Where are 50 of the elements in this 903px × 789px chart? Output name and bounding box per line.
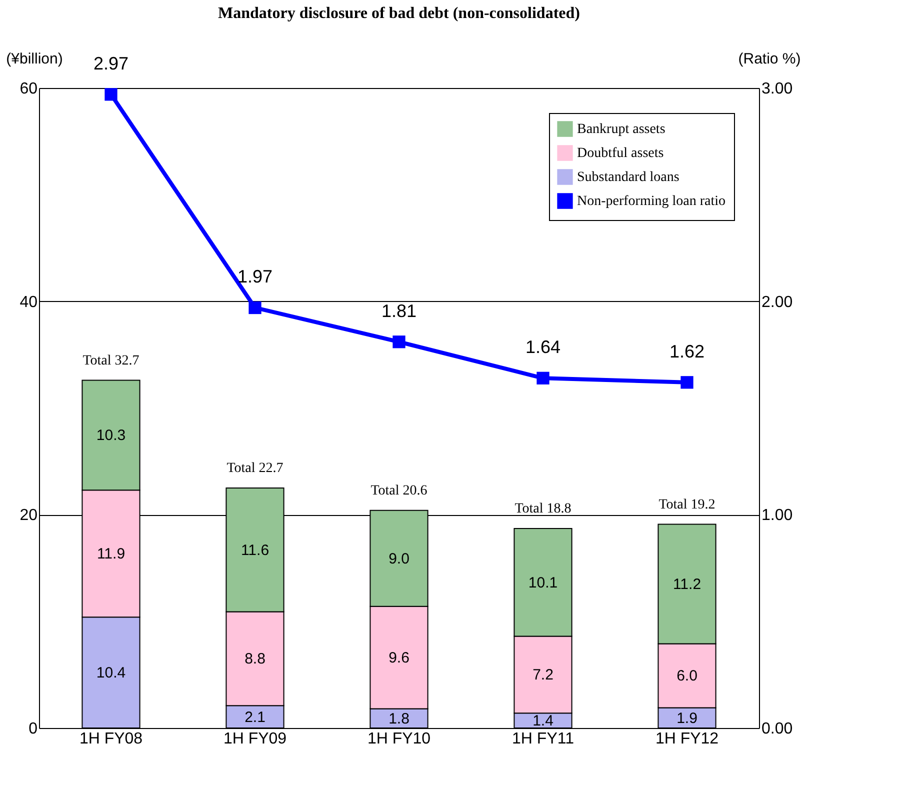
total-label: Total 22.7	[226, 461, 284, 476]
total-label: Total 32.7	[82, 353, 140, 368]
y-tick-label: 40	[20, 294, 38, 311]
data-label: 2.1	[244, 708, 266, 726]
data-label: 8.8	[244, 650, 266, 668]
legend-label: Doubtful assets	[577, 146, 664, 161]
data-label: 1.4	[532, 712, 554, 730]
data-label: 11.2	[672, 576, 702, 593]
y2-tick-label: 3.00	[762, 80, 793, 98]
legend-label: Bankrupt assets	[577, 122, 666, 137]
y-axis-title: (¥billion)	[6, 50, 63, 68]
chart-title: Mandatory disclosure of bad debt (non-consolidated)	[218, 5, 580, 22]
point	[680, 376, 694, 389]
x-tick-label: 1H FY10	[367, 730, 431, 748]
data-label: 1.62	[669, 341, 705, 362]
y2-tick-label: 2.00	[762, 294, 793, 311]
y-tick-label: 0	[28, 720, 38, 738]
data-label: 11.6	[240, 542, 270, 559]
data-label: 1.9	[676, 710, 698, 727]
data-label: 10.3	[96, 427, 126, 444]
y-tick-label: 20	[20, 507, 38, 524]
legend-label: Substandard loans	[577, 170, 680, 185]
data-label: 10.4	[96, 664, 126, 682]
y2-tick-label: 0.00	[762, 720, 793, 738]
data-label: 11.9	[96, 546, 126, 563]
total-label: Total 18.8	[514, 502, 572, 517]
total-label: Total 20.6	[370, 483, 428, 498]
y2-axis-title: (Ratio %)	[738, 50, 801, 68]
legend-label: Non-performing loan ratio	[577, 194, 726, 209]
x-tick-label: 1H FY09	[223, 730, 287, 748]
data-label: 1.8	[388, 710, 410, 728]
data-label: 1.64	[525, 337, 561, 358]
x-tick-label: 1H FY11	[512, 730, 574, 748]
data-label: 10.1	[528, 574, 558, 592]
data-label: 1.81	[381, 300, 417, 321]
data-label: 9.6	[388, 650, 410, 667]
y2-tick-label: 1.00	[762, 507, 793, 524]
y-tick-label: 60	[20, 80, 38, 98]
point	[248, 301, 262, 314]
data-label: 9.0	[388, 550, 410, 568]
point	[392, 336, 406, 348]
point	[536, 372, 550, 384]
x-tick-label: 1H FY08	[79, 730, 143, 748]
data-label: 6.0	[676, 668, 698, 685]
point	[104, 88, 118, 101]
data-label: 7.2	[532, 666, 554, 684]
data-label: 1.97	[237, 266, 273, 287]
data-label: 2.97	[93, 53, 129, 74]
x-tick-label: 1H FY12	[655, 730, 719, 748]
total-label: Total 19.2	[658, 497, 716, 512]
